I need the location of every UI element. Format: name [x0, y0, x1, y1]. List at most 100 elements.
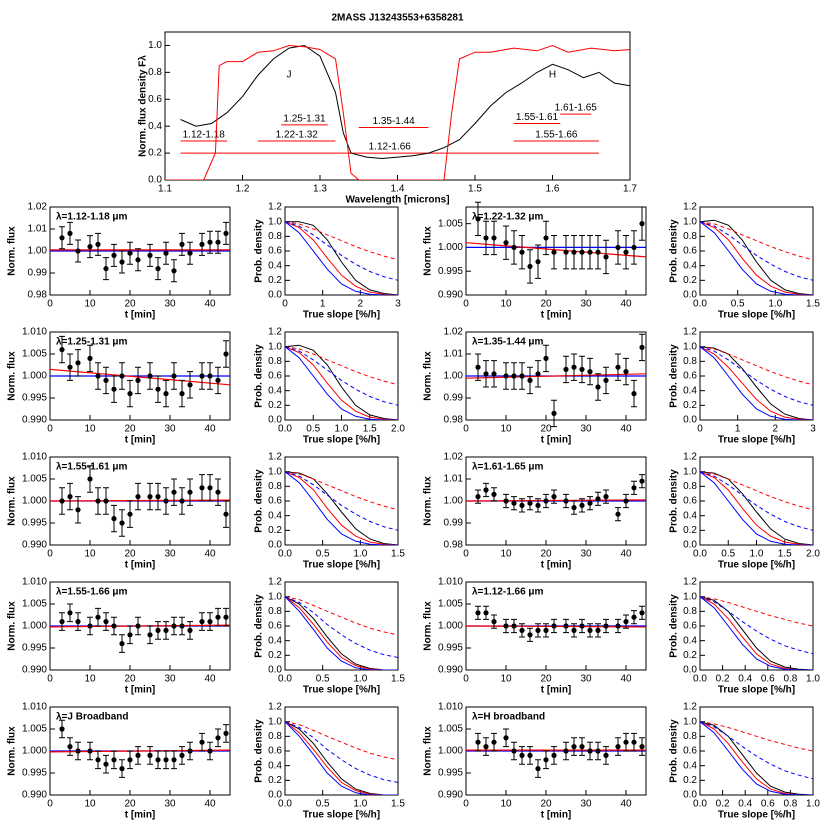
- y-tick-label: 0.8: [683, 731, 697, 742]
- data-point: [155, 627, 161, 634]
- data-point: [111, 623, 117, 629]
- x-tick-label: 3: [395, 299, 401, 310]
- series-line: [285, 346, 398, 420]
- series-line: [285, 471, 398, 545]
- x-tick-label: 1.0: [335, 424, 349, 435]
- data-point: [483, 487, 489, 493]
- x-tick-label: 0.8: [783, 674, 797, 685]
- x-tick-label: 1.5: [806, 299, 820, 310]
- data-point: [543, 355, 549, 361]
- x-tick-label: 40: [620, 674, 632, 685]
- x-tick-label: 0.2: [716, 674, 730, 685]
- data-point: [119, 641, 125, 647]
- y-tick-label: 0.4: [683, 510, 697, 521]
- band-label: 1.25-1.31: [283, 113, 326, 124]
- data-point: [103, 266, 109, 272]
- y-tick-label: 0.8: [683, 481, 697, 492]
- data-point: [135, 494, 141, 500]
- data-point: [127, 632, 133, 638]
- series-line: [285, 721, 398, 795]
- series-line: [700, 221, 813, 295]
- x-tick-label: 1.0: [353, 799, 367, 810]
- data-point: [75, 507, 81, 513]
- y-tick-label: 0.4: [683, 635, 697, 646]
- data-point: [483, 235, 489, 241]
- data-point: [475, 364, 481, 370]
- x-axis-label: Wavelength [microns]: [345, 195, 449, 206]
- x-tick-label: 0: [463, 424, 469, 435]
- data-point: [623, 498, 629, 504]
- y-tick-label: 0.2: [268, 275, 282, 286]
- x-tick-label: 40: [204, 424, 216, 435]
- y-tick-label: 0.6: [268, 746, 282, 757]
- band-label: 1.55-1.61: [516, 112, 559, 123]
- data-point: [587, 748, 593, 754]
- y-axis-label: Prob. density: [669, 719, 680, 783]
- data-point: [147, 752, 153, 759]
- data-point: [571, 249, 577, 255]
- data-point: [527, 632, 533, 638]
- x-tick-label: 2.0: [806, 549, 820, 560]
- y-tick-label: 0.2: [683, 400, 697, 411]
- y-tick-label: 0.99: [444, 393, 464, 404]
- data-point: [563, 249, 569, 255]
- y-tick-label: 1.0: [268, 591, 282, 602]
- plot-frame: [699, 456, 814, 546]
- y-tick-label: 1.02: [28, 202, 48, 213]
- data-point: [171, 489, 177, 495]
- series-line: [285, 221, 398, 261]
- y-axis-label: Norm. flux: [7, 351, 18, 401]
- y-tick-label: 0.8: [268, 481, 282, 492]
- x-tick-label: 10: [500, 549, 512, 560]
- data-point: [511, 373, 517, 379]
- y-axis-label: Norm. flux density Fλ: [138, 55, 149, 157]
- series-line: [285, 471, 398, 531]
- data-point: [75, 619, 81, 625]
- data-point: [135, 752, 141, 759]
- data-point: [87, 355, 93, 361]
- x-tick-label: 0.4: [738, 674, 752, 685]
- series-line: [285, 721, 398, 795]
- x-tick-label: 1.4: [391, 184, 405, 195]
- panel-label: λ=H broadband: [472, 712, 545, 723]
- x-axis-label: True slope [%/h]: [303, 560, 380, 571]
- y-tick-label: 1.005: [22, 474, 47, 485]
- data-point: [155, 757, 161, 763]
- data-point: [127, 511, 133, 517]
- x-tick-label: 0.0: [278, 674, 292, 685]
- data-point: [187, 627, 193, 634]
- data-point: [95, 373, 101, 379]
- data-point: [87, 748, 93, 754]
- series-line: [285, 596, 398, 670]
- series-line: [700, 596, 813, 655]
- data-point: [595, 249, 601, 255]
- data-point: [527, 500, 533, 506]
- data-point: [503, 735, 509, 741]
- x-tick-label: 30: [580, 549, 592, 560]
- x-tick-label: 1: [735, 424, 741, 435]
- data-point: [127, 757, 133, 763]
- x-tick-label: 40: [204, 299, 216, 310]
- x-axis-label: t [min]: [125, 685, 156, 696]
- y-axis-label: Norm. flux: [7, 476, 18, 526]
- data-point: [127, 250, 133, 256]
- y-tick-label: 1.0: [268, 466, 282, 477]
- y-tick-label: 0.2: [683, 275, 697, 286]
- data-point: [155, 494, 161, 500]
- y-tick-label: 1.000: [22, 371, 47, 382]
- y-tick-label: 1.02: [444, 452, 464, 463]
- data-point: [543, 235, 549, 241]
- data-point: [527, 263, 533, 270]
- data-point: [87, 623, 93, 629]
- data-point: [163, 627, 169, 634]
- y-tick-label: 1.2: [268, 327, 282, 338]
- x-tick-label: 1.5: [391, 549, 405, 560]
- plot-frame: [699, 331, 814, 421]
- data-point: [623, 619, 629, 625]
- data-point: [603, 494, 609, 500]
- y-tick-label: 0.6: [683, 371, 697, 382]
- data-point: [511, 748, 517, 754]
- x-tick-label: 10: [84, 674, 96, 685]
- data-point: [595, 384, 601, 390]
